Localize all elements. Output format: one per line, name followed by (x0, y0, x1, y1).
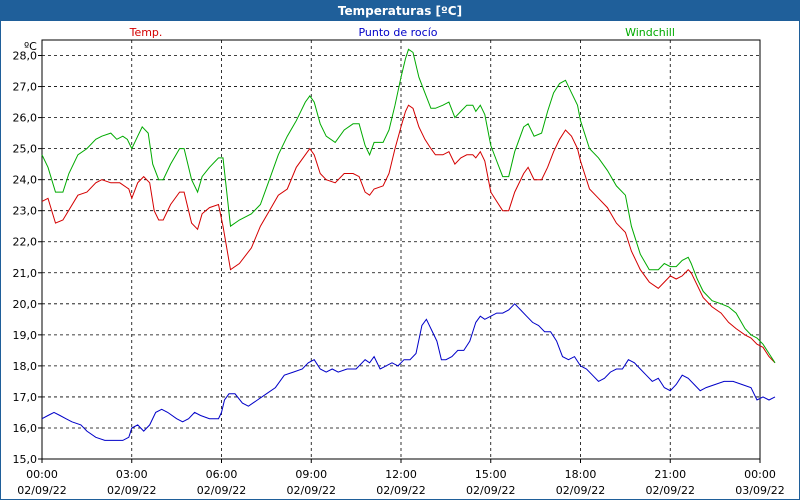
x-tick-time-label: 03:00 (116, 468, 148, 481)
x-tick-date-label: 02/09/22 (376, 484, 425, 497)
x-tick-time-label: 15:00 (475, 468, 507, 481)
series-lines (41, 48, 776, 441)
y-tick-label: 23,0 (13, 205, 38, 218)
y-tick-label: 20,0 (13, 298, 38, 311)
legend: Temp. Punto de rocío Windchill (129, 26, 675, 39)
x-axis: 00:00 02/09/22 03:00 02/09/22 06:00 02/09/22 0… (17, 459, 785, 497)
y-tick-label: 21,0 (13, 267, 38, 280)
y-tick-label: 19,0 (13, 329, 38, 342)
series-line-2 (41, 48, 776, 364)
y-tick-label: 28,0 (13, 50, 38, 63)
x-tick-date-label: 02/09/22 (197, 484, 246, 497)
legend-entry-0: Temp. (129, 26, 163, 39)
x-tick-time-label: 06:00 (206, 468, 238, 481)
y-unit-label: ºC (24, 40, 37, 53)
y-axis: 15,0 16,0 17,0 18,0 19,0 20,0 21,0 22,0 23,0 24,0… (13, 50, 42, 466)
x-tick-time-label: 00:00 (26, 468, 58, 481)
x-tick-date-label: 02/09/22 (646, 484, 695, 497)
window-title: Temperaturas [ºC] (1, 1, 799, 21)
x-tick-date-label: 02/09/22 (17, 484, 66, 497)
legend-entry-1: Punto de rocío (358, 26, 437, 39)
y-tick-label: 25,0 (13, 143, 38, 156)
series-line-0 (41, 104, 776, 364)
y-tick-label: 26,0 (13, 112, 38, 125)
x-tick-time-label: 18:00 (565, 468, 597, 481)
y-tick-label: 16,0 (13, 422, 38, 435)
x-tick-time-label: 00:00 (744, 468, 776, 481)
grid-lines (42, 40, 760, 459)
x-tick-time-label: 21:00 (654, 468, 686, 481)
x-tick-date-label: 02/09/22 (556, 484, 605, 497)
x-tick-time-label: 09:00 (295, 468, 327, 481)
x-tick-date-label: 03/09/22 (735, 484, 784, 497)
x-tick-date-label: 02/09/22 (107, 484, 156, 497)
y-tick-label: 22,0 (13, 236, 38, 249)
y-tick-label: 18,0 (13, 360, 38, 373)
y-tick-label: 24,0 (13, 174, 38, 187)
legend-entry-2: Windchill (625, 26, 675, 39)
y-tick-label: 17,0 (13, 391, 38, 404)
series-line-1 (41, 303, 776, 441)
x-tick-date-label: 02/09/22 (287, 484, 336, 497)
y-tick-label: 15,0 (13, 453, 38, 466)
x-tick-time-label: 12:00 (385, 468, 417, 481)
x-tick-date-label: 02/09/22 (466, 484, 515, 497)
y-tick-label: 27,0 (13, 81, 38, 94)
